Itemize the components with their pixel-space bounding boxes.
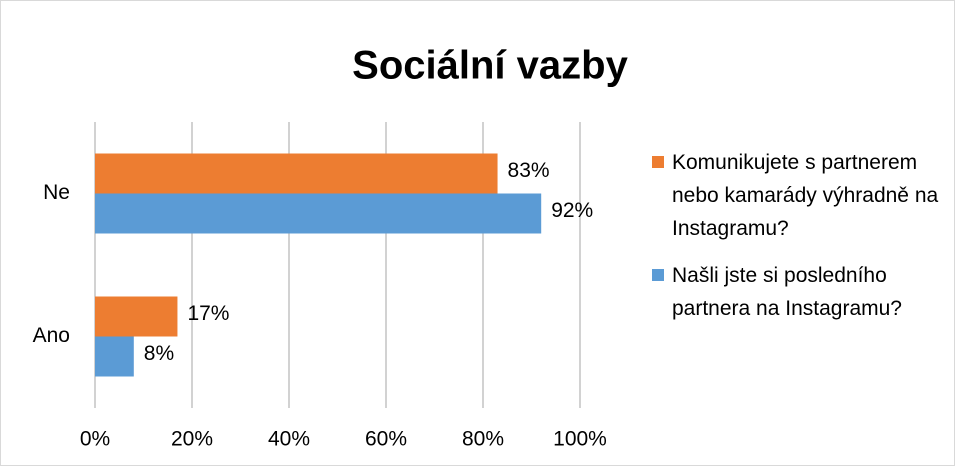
bar: [95, 336, 134, 377]
legend-label: Komunikujete s partnerem nebo kamarády v…: [672, 151, 939, 240]
bar: [95, 153, 498, 194]
legend-item: Komunikujete s partnerem nebo kamarády v…: [652, 146, 942, 245]
data-label: 8%: [144, 342, 174, 365]
data-label: 83%: [508, 159, 550, 182]
y-tick-label: Ano: [33, 324, 70, 347]
legend-item: Našli jste si posledního partnera na Ins…: [652, 259, 942, 325]
data-label: 17%: [187, 302, 229, 325]
legend-swatch: [652, 156, 664, 168]
y-tick-label: Ne: [43, 181, 70, 204]
x-tick-label: 40%: [268, 428, 310, 451]
x-tick-label: 0%: [80, 428, 110, 451]
x-tick-label: 60%: [365, 428, 407, 451]
bar: [95, 296, 178, 337]
legend-swatch: [652, 269, 664, 281]
legend: Komunikujete s partnerem nebo kamarády v…: [652, 146, 942, 339]
x-tick-label: 100%: [553, 428, 607, 451]
legend-label: Našli jste si posledního partnera na Ins…: [672, 264, 902, 320]
chart-title: Sociální vazby: [352, 44, 628, 88]
x-tick-label: 80%: [462, 428, 504, 451]
x-tick-label: 20%: [171, 428, 213, 451]
data-label: 92%: [551, 199, 593, 222]
bar: [95, 193, 542, 234]
